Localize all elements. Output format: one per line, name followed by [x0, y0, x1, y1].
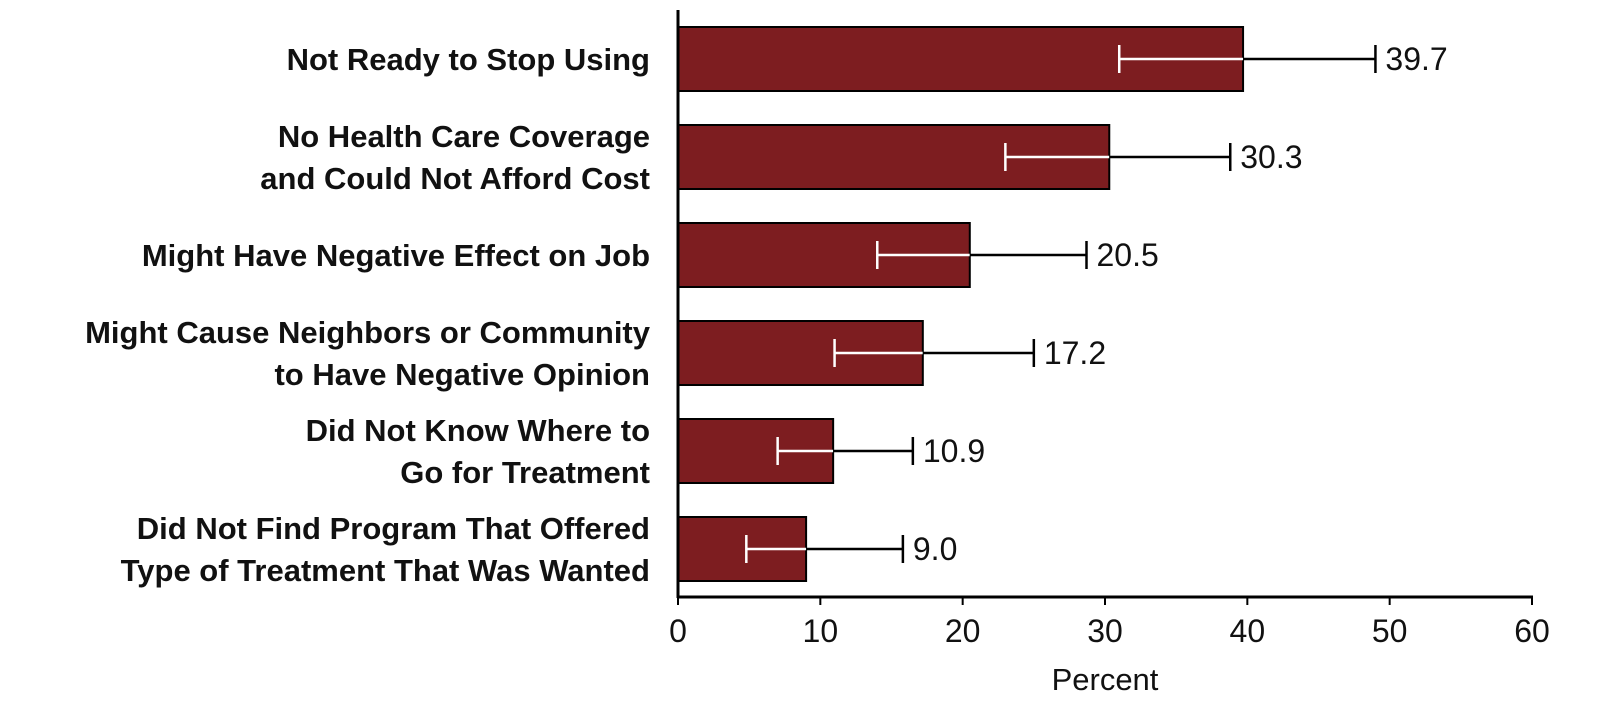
data-label: 9.0: [913, 531, 957, 567]
data-label: 39.7: [1385, 41, 1447, 77]
category-label: Did Not Find Program That Offered: [137, 511, 650, 546]
category-label: to Have Negative Opinion: [274, 357, 650, 392]
category-label: Did Not Know Where to: [306, 413, 650, 448]
x-tick-label: 50: [1372, 613, 1408, 649]
bars-group: [677, 26, 1245, 582]
category-label: Not Ready to Stop Using: [287, 42, 650, 77]
x-axis-title: Percent: [1052, 662, 1159, 697]
category-label: Type of Treatment That Was Wanted: [121, 553, 650, 588]
error-bars-group: [745, 45, 1377, 563]
data-label: 30.3: [1240, 139, 1302, 175]
x-tick-label: 30: [1087, 613, 1123, 649]
axes-group: 0 10 20 30 40 50 60: [669, 10, 1550, 649]
category-label: Might Have Negative Effect on Job: [142, 238, 650, 273]
category-label: and Could Not Afford Cost: [260, 161, 650, 196]
labels-group: 39.7 Not Ready to Stop Using 30.3 No Health…: [85, 41, 1448, 588]
category-label: Go for Treatment: [400, 455, 650, 490]
category-label: No Health Care Coverage: [278, 119, 650, 154]
data-label: 17.2: [1044, 335, 1106, 371]
x-tick-label: 60: [1514, 613, 1550, 649]
data-label: 20.5: [1096, 237, 1158, 273]
x-tick-label: 20: [945, 613, 981, 649]
x-tick-label: 40: [1230, 613, 1266, 649]
x-tick-label: 10: [803, 613, 839, 649]
category-label: Might Cause Neighbors or Community: [85, 315, 651, 350]
x-tick-label: 0: [669, 613, 687, 649]
data-label: 10.9: [923, 433, 985, 469]
